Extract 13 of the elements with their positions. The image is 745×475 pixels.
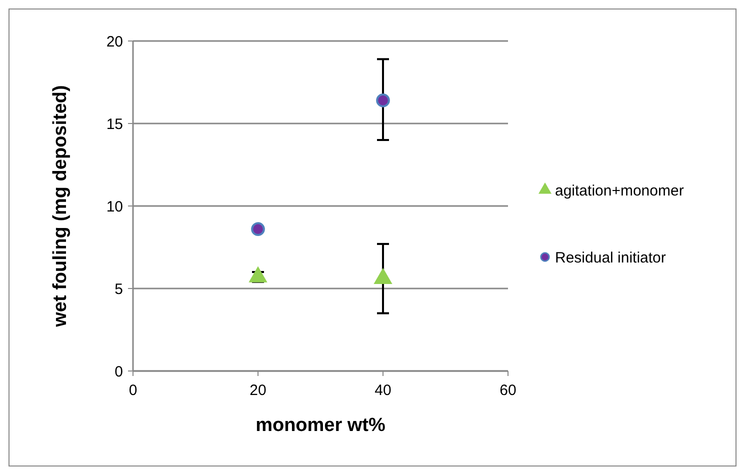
- x-tick-label: 20: [250, 382, 266, 399]
- y-axis-title: wet fouling (mg deposited): [50, 85, 71, 328]
- x-axis-title: monomer wt%: [256, 415, 386, 436]
- y-tick-label: 10: [106, 198, 123, 216]
- x-tick-label: 40: [374, 382, 392, 399]
- y-tick-label: 20: [106, 33, 123, 50]
- legend-label: Residual initiator: [555, 249, 666, 266]
- x-tick-label: 60: [500, 382, 516, 399]
- legend-label: agitation+monomer: [555, 182, 684, 200]
- x-tick-label: 0: [128, 382, 138, 399]
- y-tick-label: 5: [114, 280, 123, 298]
- y-tick-label: 15: [106, 116, 123, 133]
- y-tick-label: 0: [114, 363, 123, 380]
